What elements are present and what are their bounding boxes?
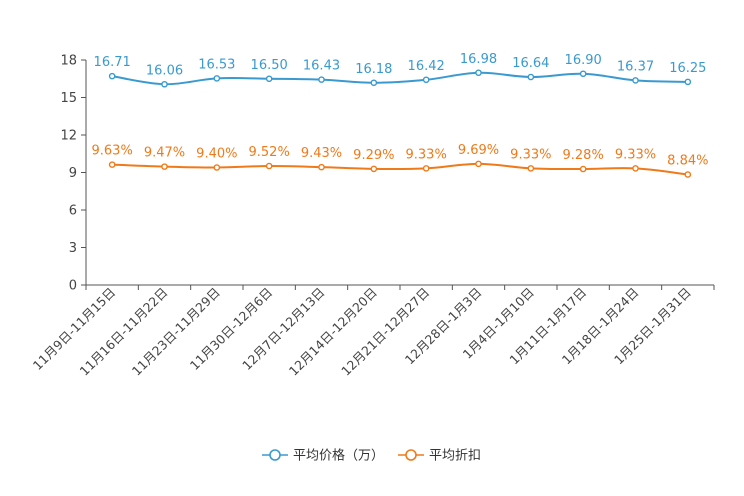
data-label: 16.25 bbox=[669, 61, 706, 76]
series-point[interactable] bbox=[422, 76, 430, 84]
data-labels: 16.71 16.06 16.53 16.50 16.43 16.18 16.42 16.98… bbox=[92, 52, 709, 169]
x-category-label: 12月14日-12月20日 bbox=[286, 285, 380, 379]
y-tick-label: 6 bbox=[69, 204, 77, 219]
data-label: 16.98 bbox=[460, 52, 497, 67]
y-tick-label: 9 bbox=[69, 166, 77, 181]
y-tick-label: 3 bbox=[69, 241, 77, 256]
data-label: 16.06 bbox=[146, 63, 183, 78]
series-point[interactable] bbox=[318, 163, 325, 171]
x-category-label: 11月16日-11月22日 bbox=[76, 285, 170, 379]
data-label: 9.69% bbox=[458, 143, 499, 158]
data-label: 9.29% bbox=[353, 148, 394, 163]
series-point[interactable] bbox=[108, 72, 116, 80]
series-point[interactable] bbox=[579, 165, 587, 173]
legend-item-1[interactable]: 平均折扣 bbox=[398, 449, 481, 464]
series-point[interactable] bbox=[213, 164, 221, 171]
y-tick-label: 12 bbox=[60, 129, 77, 144]
data-label: 9.47% bbox=[144, 146, 185, 161]
y-axis-ticks: 0 3 6 9 12 15 18 bbox=[60, 54, 86, 294]
series-point[interactable] bbox=[265, 162, 273, 170]
legend-marker-icon bbox=[269, 449, 281, 461]
data-label: 16.90 bbox=[565, 53, 602, 68]
series-point[interactable] bbox=[318, 76, 325, 83]
data-label: 16.18 bbox=[355, 62, 392, 77]
series-point[interactable] bbox=[161, 80, 168, 88]
series-point[interactable] bbox=[684, 78, 692, 86]
data-label: 9.63% bbox=[92, 144, 133, 159]
series-point[interactable] bbox=[370, 165, 378, 173]
series-point[interactable] bbox=[265, 75, 273, 83]
x-category-label: 12月21日-12月27日 bbox=[338, 285, 432, 379]
data-label: 16.37 bbox=[617, 59, 654, 74]
data-label: 9.43% bbox=[301, 146, 342, 161]
series-point[interactable] bbox=[161, 163, 168, 170]
series-point[interactable] bbox=[632, 77, 639, 84]
data-label: 16.71 bbox=[94, 55, 131, 70]
data-label: 16.42 bbox=[408, 59, 445, 74]
data-label: 16.50 bbox=[251, 58, 288, 73]
series-line-0 bbox=[112, 71, 688, 86]
series-point[interactable] bbox=[632, 165, 639, 172]
data-label: 9.28% bbox=[563, 148, 604, 163]
axes: 11月9日-11月15日11月16日-11月22日11月23日-11月29日11… bbox=[30, 60, 715, 379]
legend-label: 平均价格（万） bbox=[293, 448, 384, 464]
y-tick-label: 15 bbox=[60, 91, 77, 106]
series-point[interactable] bbox=[108, 161, 116, 168]
data-label: 16.64 bbox=[512, 56, 549, 71]
series-point[interactable] bbox=[527, 73, 535, 81]
series-point[interactable] bbox=[370, 79, 378, 87]
data-label: 9.33% bbox=[510, 147, 551, 162]
data-label: 8.84% bbox=[667, 154, 708, 169]
series-line-1 bbox=[112, 162, 688, 176]
legend-label: 平均折扣 bbox=[429, 449, 481, 464]
series-point[interactable] bbox=[475, 160, 482, 168]
series-point[interactable] bbox=[475, 69, 482, 77]
series-point[interactable] bbox=[684, 171, 692, 178]
legend[interactable]: 平均价格（万） 平均折扣 bbox=[262, 448, 481, 464]
series-point[interactable] bbox=[527, 165, 535, 172]
series-lines bbox=[108, 69, 692, 178]
series-point[interactable] bbox=[422, 165, 430, 172]
data-label: 9.52% bbox=[249, 145, 290, 160]
x-category-label: 11月23日-11月29日 bbox=[129, 285, 223, 379]
series-point[interactable] bbox=[213, 75, 221, 82]
data-label: 9.33% bbox=[615, 147, 656, 162]
legend-marker-icon bbox=[405, 449, 417, 461]
legend-item-0[interactable]: 平均价格（万） bbox=[262, 448, 384, 464]
series-point[interactable] bbox=[579, 70, 587, 78]
data-label: 16.43 bbox=[303, 59, 340, 74]
y-tick-label: 0 bbox=[69, 279, 77, 294]
data-label: 9.33% bbox=[406, 147, 447, 162]
y-tick-label: 18 bbox=[60, 54, 77, 69]
data-label: 16.53 bbox=[198, 57, 235, 72]
data-label: 9.40% bbox=[196, 147, 237, 162]
